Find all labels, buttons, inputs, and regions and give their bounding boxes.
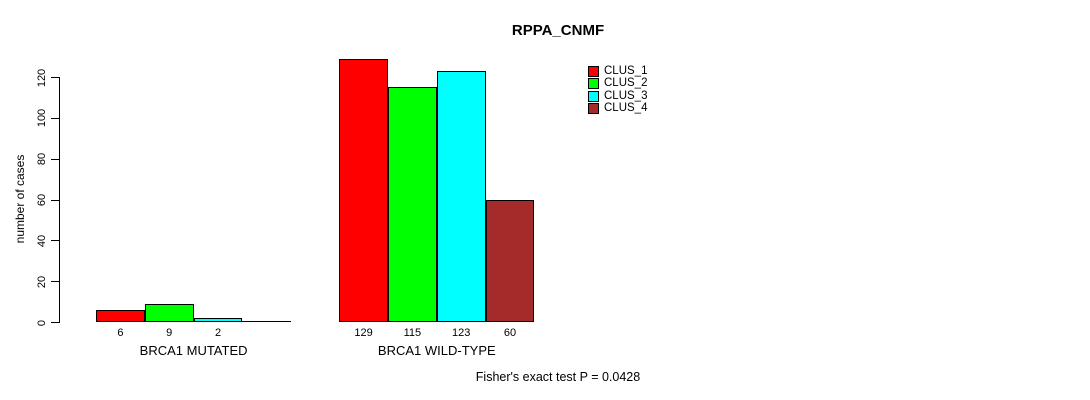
y-axis-tick-label: 20 — [36, 275, 48, 288]
x-axis-group-label: BRCA1 WILD-TYPE — [377, 343, 496, 358]
legend-label: CLUS_1 — [604, 65, 648, 77]
y-axis-tick — [51, 199, 59, 201]
chart-title: RPPA_CNMF — [511, 22, 605, 39]
legend: CLUS_1 CLUS_2 CLUS_3 CLUS_4 — [588, 65, 648, 115]
legend-label: CLUS_4 — [604, 101, 648, 114]
y-axis-title: number of cases — [13, 154, 27, 244]
y-axis-tick-label: 60 — [36, 193, 48, 207]
legend-swatch-CLUS_4 — [588, 102, 599, 114]
legend-label: CLUS_2 — [604, 77, 648, 90]
bar-value-label: 2 — [214, 327, 222, 339]
y-axis-line — [59, 77, 60, 323]
bar-CLUS_4 — [485, 199, 535, 322]
bar-CLUS_1 — [96, 309, 145, 322]
legend-swatch-CLUS_2 — [588, 78, 599, 90]
y-axis-tick — [51, 117, 59, 119]
bar-value-label: 9 — [166, 327, 173, 339]
y-axis-tick-label: 120 — [36, 68, 48, 87]
y-axis-tick-label: 80 — [36, 153, 48, 166]
legend-item-CLUS_4: CLUS_4 — [588, 101, 648, 114]
statistical-test-note: Fisher's exact test P = 0.0428 — [475, 370, 641, 384]
bar-CLUS_4-zero — [242, 321, 292, 322]
bar-CLUS_1 — [339, 58, 388, 322]
legend-swatch-CLUS_3 — [588, 90, 599, 102]
legend-item-CLUS_3: CLUS_3 — [588, 89, 648, 102]
bar-value-label: 115 — [403, 327, 422, 339]
legend-item-CLUS_2: CLUS_2 — [588, 77, 648, 90]
bar-CLUS_3 — [436, 70, 486, 322]
y-axis-tick — [51, 77, 59, 78]
y-axis-tick — [51, 281, 59, 283]
y-axis-tick-label: 100 — [36, 109, 48, 128]
x-axis-group-label: BRCA1 MUTATED — [139, 343, 248, 358]
bar-CLUS_2 — [144, 303, 194, 322]
bar-value-label: 129 — [354, 327, 373, 339]
bar-CLUS_2 — [388, 87, 437, 322]
bar-CLUS_3 — [193, 317, 243, 322]
y-axis-tick-label: 0 — [36, 319, 48, 326]
bar-value-label: 6 — [117, 327, 124, 339]
y-axis-tick-label: 40 — [36, 234, 48, 247]
y-axis-tick — [51, 240, 59, 242]
legend-swatch-CLUS_1 — [588, 66, 599, 77]
bar-value-label: 123 — [452, 327, 471, 339]
legend-item-CLUS_1: CLUS_1 — [588, 65, 648, 77]
y-axis-tick — [51, 322, 59, 323]
legend-label: CLUS_3 — [604, 89, 648, 102]
bar-value-label: 60 — [503, 327, 517, 339]
y-axis-tick — [51, 158, 59, 160]
